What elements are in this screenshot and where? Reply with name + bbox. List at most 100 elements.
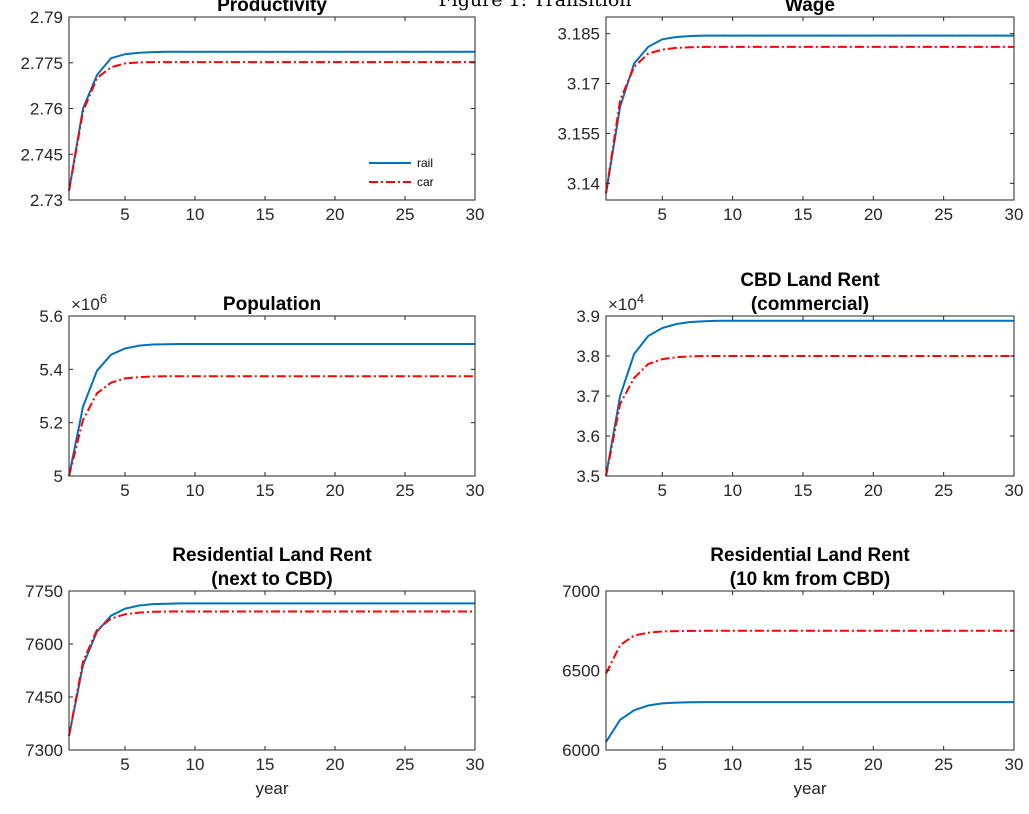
y-tick-label: 3.14 [567,174,600,193]
y-tick-label: 5.4 [39,360,63,379]
x-tick-label: 30 [466,481,485,500]
axis-multiplier: ×106 [71,291,107,314]
x-axis-label: year [255,779,288,798]
x-tick-label: 15 [256,481,275,500]
figure-title: Figure 1: Transition [438,0,631,11]
y-tick-label: 3.155 [557,124,600,143]
series-line-rail [68,343,475,477]
chart-panel-2: 5 10 15 20 25 30 3.14 3.155 3.17 3.185 Wage [557,0,1023,224]
chart-panel-4: 5 10 15 20 25 30 3.5 3.6 3.7 3.8 3.9 ×104 CBD Land R… [576,270,1023,500]
plot-area [606,17,1014,200]
x-tick-label: 25 [934,205,953,224]
x-tick-label: 20 [326,205,345,224]
x-tick-label: 15 [256,755,275,774]
chart-title: (next to CBD) [211,569,332,590]
x-tick-label: 10 [723,755,742,774]
y-tick-label: 3.8 [576,347,600,366]
y-tick-label: 2.76 [30,100,63,119]
x-tick-label: 30 [1005,755,1024,774]
series-line-rail [68,602,475,737]
chart-title: Population [223,294,321,315]
chart-title: Residential Land Rent [710,545,910,566]
x-tick-label: 10 [723,205,742,224]
legend-label-rail: rail [417,156,433,170]
y-tick-label: 7600 [25,635,63,654]
y-tick-label: 3.185 [557,25,600,44]
chart-title: Residential Land Rent [172,545,372,566]
y-tick-label: 2.73 [30,191,63,210]
x-tick-label: 30 [466,205,485,224]
y-tick-label: 7750 [25,582,63,601]
plot-area [606,316,1014,476]
plot-area [606,591,1014,750]
x-tick-label: 15 [794,481,813,500]
chart-panel-3: 5 10 15 20 25 30 5 5.2 5.4 5.6 ×106 Population [39,291,484,500]
y-tick-label: 2.775 [20,54,63,73]
x-tick-label: 20 [864,481,883,500]
x-axis-label: year [793,779,826,798]
y-tick-label: 6000 [562,741,600,760]
series-line-car [605,629,1014,675]
series-line-rail [605,319,1014,477]
y-tick-label: 7450 [25,688,63,707]
chart-panel-5: 5 10 15 20 25 30 7300 7450 7600 7750 Residential L… [25,545,484,798]
chart-title: CBD Land Rent [740,270,880,291]
axes-box [68,590,476,751]
series-line-car [68,375,475,477]
y-tick-label: 3.17 [567,75,600,94]
y-tick-label: 5 [54,467,63,486]
plot-area [69,591,475,750]
x-tick-label: 10 [186,481,205,500]
chart-title: Wage [785,0,835,16]
plot-area [69,316,475,476]
x-tick-label: 10 [723,481,742,500]
x-tick-label: 20 [864,205,883,224]
x-tick-label: 10 [186,755,205,774]
chart-title: (10 km from CBD) [730,569,890,590]
x-tick-label: 5 [658,205,667,224]
chart-panels: 5 10 15 20 25 30 2.73 2.745 2.76 2.775 2.79 Product… [20,0,1023,798]
series-line-car [605,45,1014,194]
series-line-car [68,610,475,737]
x-tick-label: 25 [396,755,415,774]
y-tick-label: 7000 [562,582,600,601]
series-line-rail [605,701,1014,743]
y-tick-label: 7300 [25,741,63,760]
y-tick-label: 3.5 [576,467,600,486]
x-tick-label: 30 [466,755,485,774]
x-tick-label: 25 [934,755,953,774]
x-tick-label: 15 [794,755,813,774]
chart-title: (commercial) [751,294,869,315]
axes-box [605,16,1015,201]
y-tick-label: 5.6 [39,307,63,326]
x-tick-label: 25 [396,205,415,224]
legend-label-car: car [417,175,434,189]
x-tick-label: 5 [120,205,129,224]
axis-multiplier: ×104 [608,291,644,314]
chart-panel-1: 5 10 15 20 25 30 2.73 2.745 2.76 2.775 2.79 Product… [20,0,484,224]
x-tick-label: 25 [934,481,953,500]
series-line-car [68,61,475,191]
series-line-rail [68,50,475,191]
x-tick-label: 20 [326,481,345,500]
x-tick-label: 5 [120,481,129,500]
x-tick-label: 20 [864,755,883,774]
y-tick-label: 3.9 [576,307,600,326]
x-tick-label: 5 [658,755,667,774]
x-tick-label: 15 [794,205,813,224]
y-tick-label: 3.6 [576,427,600,446]
y-tick-label: 5.2 [39,414,63,433]
x-tick-label: 30 [1005,205,1024,224]
y-tick-label: 2.745 [20,145,63,164]
chart-panel-6: 5 10 15 20 25 30 6000 6500 7000 Residential Land … [562,545,1023,798]
y-tick-label: 3.7 [576,387,600,406]
x-tick-label: 10 [186,205,205,224]
x-tick-label: 20 [326,755,345,774]
x-tick-label: 15 [256,205,275,224]
x-tick-label: 5 [120,755,129,774]
series-line-car [605,355,1014,477]
series-line-rail [605,34,1014,194]
x-tick-label: 30 [1005,481,1024,500]
x-tick-label: 5 [658,481,667,500]
